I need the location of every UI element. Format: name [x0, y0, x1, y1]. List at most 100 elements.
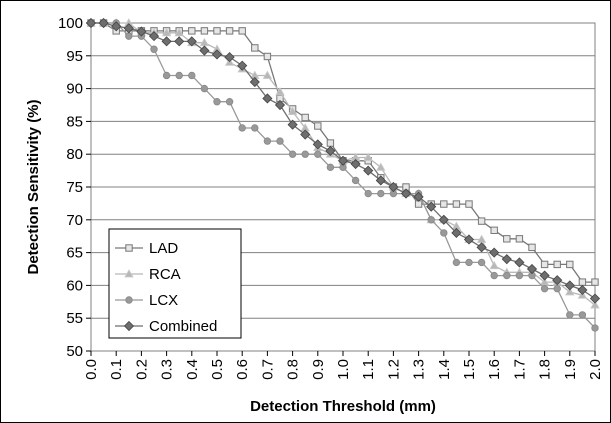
y-tick-label: 80: [66, 146, 83, 163]
data-point: [540, 260, 549, 269]
data-point: [213, 27, 221, 35]
data-point: [578, 311, 587, 319]
legend-item: RCA: [115, 266, 181, 283]
data-point: [351, 176, 360, 185]
x-tick-label: 1.0: [335, 359, 352, 380]
data-point: [337, 155, 349, 166]
data-point: [528, 243, 536, 252]
data-point: [301, 113, 309, 122]
y-tick-label: 85: [66, 113, 83, 130]
data-point: [238, 124, 246, 132]
data-point: [188, 71, 196, 80]
y-tick-label: 50: [66, 343, 83, 360]
data-point: [364, 189, 372, 198]
y-tick-label: 65: [66, 245, 83, 262]
data-point: [388, 181, 399, 193]
data-point: [123, 320, 135, 332]
y-tick-label: 100: [58, 15, 83, 32]
data-point: [263, 137, 272, 145]
data-point: [465, 200, 473, 208]
series-combined: [85, 17, 601, 304]
data-point: [136, 26, 147, 37]
data-point: [225, 27, 234, 35]
data-point: [477, 258, 486, 267]
data-point: [123, 23, 134, 34]
data-point: [224, 52, 235, 63]
data-point: [188, 27, 196, 35]
data-point: [514, 257, 525, 268]
data-point: [590, 300, 600, 309]
data-point: [124, 269, 134, 278]
data-point: [251, 124, 259, 132]
x-tick-label: 0.7: [259, 359, 276, 380]
data-point: [162, 71, 171, 80]
legend-items: LAD RCA LCX Combined: [115, 240, 217, 335]
data-point: [150, 45, 158, 53]
data-point: [452, 258, 461, 267]
data-point: [300, 129, 311, 140]
x-tick-label: 1.6: [486, 359, 503, 380]
data-point: [591, 324, 599, 332]
data-point: [274, 99, 286, 111]
data-point: [413, 191, 424, 202]
data-point: [489, 247, 500, 258]
x-tick-label: 0.1: [108, 359, 125, 380]
data-point: [566, 311, 574, 319]
data-point: [237, 60, 248, 71]
data-point: [477, 217, 486, 225]
data-point: [515, 235, 524, 243]
y-tick-label: 70: [66, 212, 83, 229]
data-point: [503, 235, 511, 243]
data-point: [161, 36, 172, 47]
x-tick-label: 0.2: [133, 359, 150, 380]
x-tick-label: 0.9: [310, 359, 327, 380]
data-point: [111, 21, 122, 32]
data-point: [566, 260, 574, 269]
data-point: [476, 242, 487, 253]
x-tick-label: 0.8: [285, 359, 302, 380]
data-point: [312, 139, 323, 150]
data-point: [465, 258, 473, 267]
data-point: [325, 145, 336, 156]
data-point: [564, 280, 575, 291]
data-point: [578, 278, 587, 286]
data-point: [314, 150, 322, 158]
data-point: [503, 271, 511, 280]
x-tick-label: 1.9: [562, 359, 579, 380]
data-point: [565, 287, 575, 296]
x-tick-label: 0.0: [83, 359, 100, 380]
data-point: [463, 234, 475, 245]
data-point: [238, 27, 246, 35]
legend-label: Combined: [149, 318, 217, 335]
x-tick-label: 0.4: [184, 359, 201, 380]
data-point: [125, 244, 133, 252]
data-point: [211, 49, 223, 60]
data-point: [553, 284, 561, 293]
data-point: [440, 200, 448, 208]
x-tick-label: 1.3: [411, 359, 428, 380]
data-point: [591, 278, 599, 286]
data-point: [363, 152, 373, 161]
y-tick-label: 60: [66, 277, 83, 294]
data-point: [301, 150, 309, 158]
y-tick-label: 75: [66, 179, 83, 196]
data-point: [199, 45, 210, 56]
data-point: [489, 260, 499, 270]
x-tick-label: 1.5: [461, 359, 478, 380]
data-point: [249, 76, 260, 88]
x-tick-label: 0.6: [234, 359, 251, 380]
series-lcx: [87, 19, 599, 332]
x-tick-label: 0.3: [159, 359, 176, 380]
legend-label: LAD: [149, 240, 178, 257]
data-point: [552, 275, 563, 286]
legend: LAD RCA LCX Combined: [108, 228, 242, 339]
data-point: [125, 32, 133, 40]
data-point: [426, 201, 437, 212]
data-point: [174, 36, 185, 47]
data-point: [427, 216, 435, 224]
data-point: [451, 227, 462, 238]
data-point: [515, 271, 524, 280]
data-point: [326, 163, 335, 172]
